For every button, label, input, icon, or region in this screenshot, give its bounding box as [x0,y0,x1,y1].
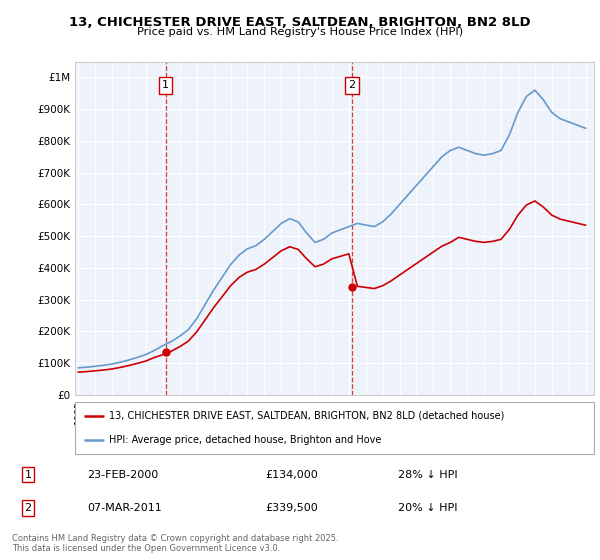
Text: 2: 2 [25,503,32,513]
Text: 28% ↓ HPI: 28% ↓ HPI [398,470,458,479]
Text: Price paid vs. HM Land Registry's House Price Index (HPI): Price paid vs. HM Land Registry's House … [137,27,463,37]
Text: 07-MAR-2011: 07-MAR-2011 [87,503,161,513]
Text: 13, CHICHESTER DRIVE EAST, SALTDEAN, BRIGHTON, BN2 8LD (detached house): 13, CHICHESTER DRIVE EAST, SALTDEAN, BRI… [109,411,504,421]
Text: 1: 1 [162,81,169,90]
Text: HPI: Average price, detached house, Brighton and Hove: HPI: Average price, detached house, Brig… [109,435,381,445]
FancyBboxPatch shape [75,402,594,454]
Text: £134,000: £134,000 [265,470,318,479]
Text: 13, CHICHESTER DRIVE EAST, SALTDEAN, BRIGHTON, BN2 8LD: 13, CHICHESTER DRIVE EAST, SALTDEAN, BRI… [69,16,531,29]
Text: 2: 2 [349,81,355,90]
Text: £339,500: £339,500 [265,503,318,513]
Text: Contains HM Land Registry data © Crown copyright and database right 2025.
This d: Contains HM Land Registry data © Crown c… [12,534,338,553]
Text: 1: 1 [25,470,32,479]
Text: 23-FEB-2000: 23-FEB-2000 [87,470,158,479]
Text: 20% ↓ HPI: 20% ↓ HPI [398,503,457,513]
